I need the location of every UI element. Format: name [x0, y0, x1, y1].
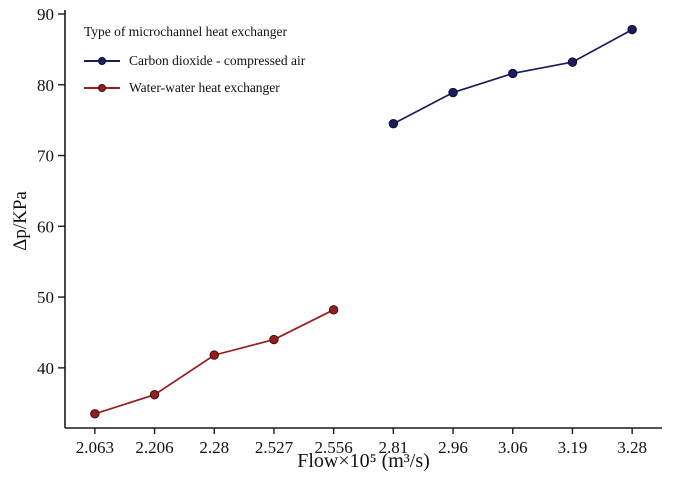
y-tick-label: 50 — [37, 288, 54, 307]
y-tick-label: 80 — [37, 76, 54, 95]
y-tick-label: 40 — [37, 359, 54, 378]
series-line-1 — [94, 309, 335, 415]
data-point-series-1 — [209, 350, 219, 360]
y-axis-title: Δp/KPa — [10, 191, 31, 251]
legend: Type of microchannel heat exchanger Carb… — [84, 24, 305, 107]
x-axis-title: Flow×10⁵ (m³/s) — [297, 450, 430, 472]
x-tick-label: 3.06 — [498, 438, 528, 457]
legend-label-water-water: Water-water heat exchanger — [129, 80, 280, 95]
y-tick-label: 70 — [37, 147, 54, 166]
data-point-series-0 — [508, 68, 518, 79]
data-point-series-0 — [448, 87, 458, 98]
x-tick-label: 3.28 — [617, 438, 647, 457]
data-point-series-1 — [328, 305, 339, 315]
legend-marker-water-water-icon — [84, 83, 120, 93]
data-point-series-0 — [627, 24, 637, 35]
legend-dot-swatch — [98, 57, 106, 65]
legend-dot-swatch — [98, 84, 106, 92]
x-tick-label: 3.19 — [558, 438, 588, 457]
x-tick-label: 2.28 — [199, 438, 229, 457]
x-tick-label: 2.527 — [255, 438, 294, 457]
x-tick-label: 2.556 — [315, 438, 353, 457]
data-point-series-1 — [149, 390, 160, 400]
legend-title: Type of microchannel heat exchanger — [84, 24, 287, 39]
data-point-series-0 — [567, 57, 578, 67]
data-point-series-1 — [90, 409, 100, 419]
y-tick-label: 90 — [37, 5, 54, 24]
legend-marker-carbon-dioxide-icon — [84, 56, 120, 66]
x-tick-label: 2.063 — [76, 438, 114, 457]
x-tick-label: 2.96 — [438, 438, 468, 457]
legend-label-carbon-dioxide: Carbon dioxide - compressed air — [129, 53, 306, 68]
data-point-series-1 — [269, 334, 279, 345]
x-tick-label: 2.206 — [135, 438, 173, 457]
legend-item-water-water: Water-water heat exchanger — [84, 80, 305, 96]
x-tick-label: 2.81 — [378, 438, 408, 457]
legend-item-carbon-dioxide: Carbon dioxide - compressed air — [84, 53, 305, 69]
data-point-series-0 — [388, 118, 399, 129]
y-tick-label: 60 — [37, 217, 54, 236]
